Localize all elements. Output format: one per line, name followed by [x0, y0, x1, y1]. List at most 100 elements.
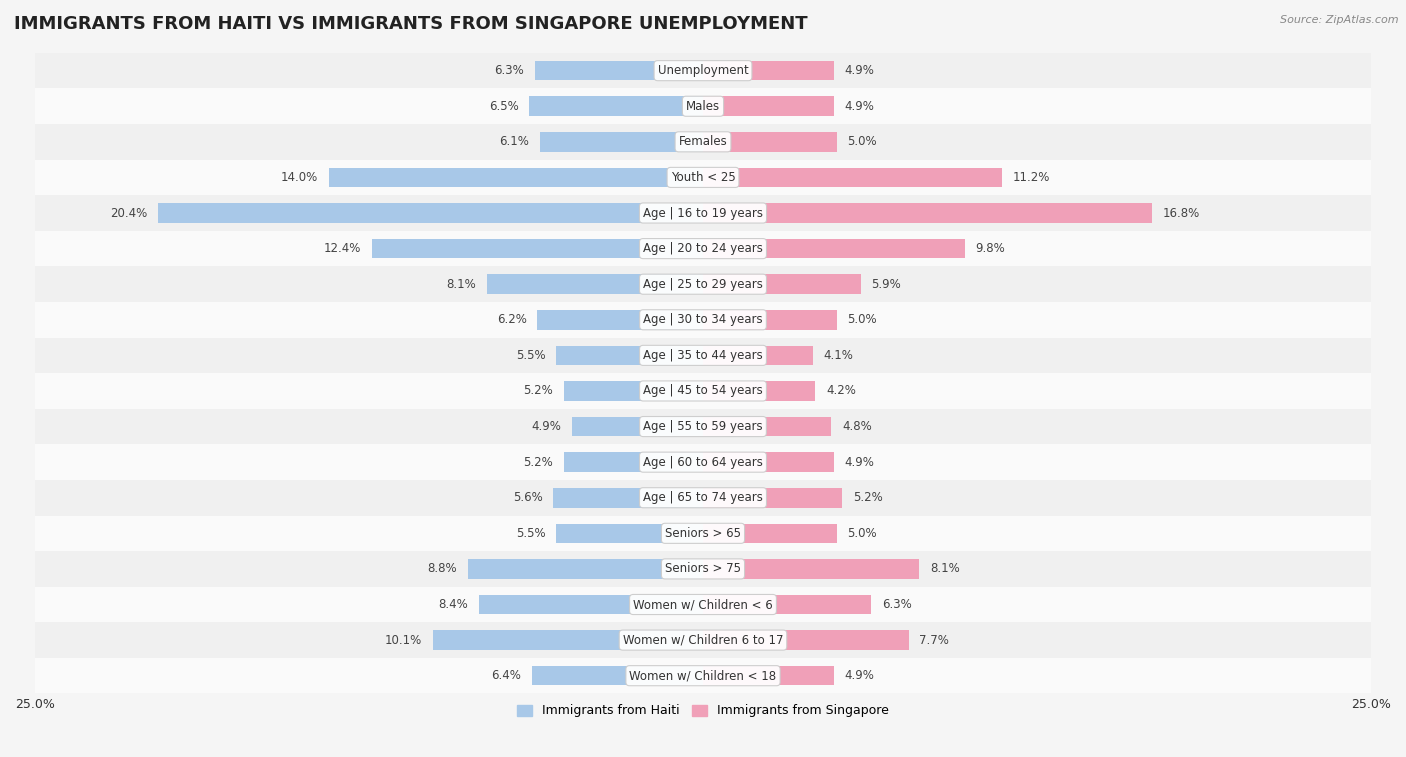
Bar	[703, 417, 831, 436]
Bar	[703, 274, 860, 294]
Text: 5.0%: 5.0%	[848, 136, 877, 148]
Text: Age | 65 to 74 years: Age | 65 to 74 years	[643, 491, 763, 504]
Bar	[35, 409, 1371, 444]
Text: IMMIGRANTS FROM HAITI VS IMMIGRANTS FROM SINGAPORE UNEMPLOYMENT: IMMIGRANTS FROM HAITI VS IMMIGRANTS FROM…	[14, 15, 807, 33]
Bar	[35, 551, 1371, 587]
Text: Seniors > 75: Seniors > 75	[665, 562, 741, 575]
Text: 5.0%: 5.0%	[848, 313, 877, 326]
Bar	[703, 310, 837, 329]
Bar	[35, 516, 1371, 551]
Text: 4.9%: 4.9%	[845, 456, 875, 469]
Bar	[35, 444, 1371, 480]
Bar	[35, 231, 1371, 266]
Text: 6.5%: 6.5%	[489, 100, 519, 113]
Text: Age | 55 to 59 years: Age | 55 to 59 years	[643, 420, 763, 433]
Bar	[703, 96, 834, 116]
Bar	[703, 595, 872, 614]
Text: Seniors > 65: Seniors > 65	[665, 527, 741, 540]
Bar	[540, 132, 703, 151]
Bar	[554, 488, 703, 507]
Text: 5.5%: 5.5%	[516, 349, 546, 362]
Legend: Immigrants from Haiti, Immigrants from Singapore: Immigrants from Haiti, Immigrants from S…	[512, 699, 894, 722]
Bar	[703, 167, 1002, 187]
Bar	[703, 488, 842, 507]
Bar	[531, 666, 703, 686]
Text: Males: Males	[686, 100, 720, 113]
Text: 6.2%: 6.2%	[496, 313, 527, 326]
Text: 4.9%: 4.9%	[845, 669, 875, 682]
Bar	[371, 238, 703, 258]
Bar	[537, 310, 703, 329]
Bar	[703, 453, 834, 472]
Bar	[478, 595, 703, 614]
Bar	[35, 587, 1371, 622]
Bar	[703, 132, 837, 151]
Bar	[564, 453, 703, 472]
Text: Age | 20 to 24 years: Age | 20 to 24 years	[643, 242, 763, 255]
Text: 8.1%: 8.1%	[446, 278, 475, 291]
Text: 5.9%: 5.9%	[872, 278, 901, 291]
Bar	[703, 203, 1152, 223]
Text: Source: ZipAtlas.com: Source: ZipAtlas.com	[1281, 15, 1399, 25]
Bar	[703, 666, 834, 686]
Bar	[486, 274, 703, 294]
Bar	[35, 266, 1371, 302]
Bar	[703, 524, 837, 543]
Bar	[35, 160, 1371, 195]
Text: 5.5%: 5.5%	[516, 527, 546, 540]
Text: Youth < 25: Youth < 25	[671, 171, 735, 184]
Text: 6.4%: 6.4%	[492, 669, 522, 682]
Bar	[555, 346, 703, 365]
Bar	[703, 559, 920, 578]
Bar	[534, 61, 703, 80]
Text: 6.1%: 6.1%	[499, 136, 529, 148]
Text: Age | 35 to 44 years: Age | 35 to 44 years	[643, 349, 763, 362]
Bar	[529, 96, 703, 116]
Bar	[564, 382, 703, 400]
Bar	[35, 89, 1371, 124]
Text: 9.8%: 9.8%	[976, 242, 1005, 255]
Text: Unemployment: Unemployment	[658, 64, 748, 77]
Text: 12.4%: 12.4%	[323, 242, 361, 255]
Bar	[157, 203, 703, 223]
Text: 14.0%: 14.0%	[281, 171, 318, 184]
Text: 8.4%: 8.4%	[439, 598, 468, 611]
Text: Females: Females	[679, 136, 727, 148]
Bar	[703, 346, 813, 365]
Text: Age | 16 to 19 years: Age | 16 to 19 years	[643, 207, 763, 220]
Bar	[35, 480, 1371, 516]
Text: 5.2%: 5.2%	[852, 491, 883, 504]
Bar	[35, 302, 1371, 338]
Text: 4.8%: 4.8%	[842, 420, 872, 433]
Bar	[433, 631, 703, 650]
Bar	[35, 658, 1371, 693]
Text: 6.3%: 6.3%	[882, 598, 911, 611]
Text: Age | 60 to 64 years: Age | 60 to 64 years	[643, 456, 763, 469]
Bar	[35, 195, 1371, 231]
Text: 5.2%: 5.2%	[523, 456, 554, 469]
Text: Age | 45 to 54 years: Age | 45 to 54 years	[643, 385, 763, 397]
Bar	[703, 61, 834, 80]
Bar	[35, 373, 1371, 409]
Text: 8.1%: 8.1%	[931, 562, 960, 575]
Text: 4.9%: 4.9%	[531, 420, 561, 433]
Text: 4.9%: 4.9%	[845, 64, 875, 77]
Text: 5.0%: 5.0%	[848, 527, 877, 540]
Text: 6.3%: 6.3%	[495, 64, 524, 77]
Text: 4.2%: 4.2%	[825, 385, 856, 397]
Text: 11.2%: 11.2%	[1012, 171, 1050, 184]
Bar	[468, 559, 703, 578]
Text: 5.6%: 5.6%	[513, 491, 543, 504]
Bar	[555, 524, 703, 543]
Bar	[35, 53, 1371, 89]
Text: Women w/ Children < 18: Women w/ Children < 18	[630, 669, 776, 682]
Text: 8.8%: 8.8%	[427, 562, 457, 575]
Text: 5.2%: 5.2%	[523, 385, 554, 397]
Text: Women w/ Children < 6: Women w/ Children < 6	[633, 598, 773, 611]
Bar	[703, 382, 815, 400]
Text: 4.9%: 4.9%	[845, 100, 875, 113]
Bar	[35, 622, 1371, 658]
Text: 4.1%: 4.1%	[824, 349, 853, 362]
Bar	[572, 417, 703, 436]
Text: 7.7%: 7.7%	[920, 634, 949, 646]
